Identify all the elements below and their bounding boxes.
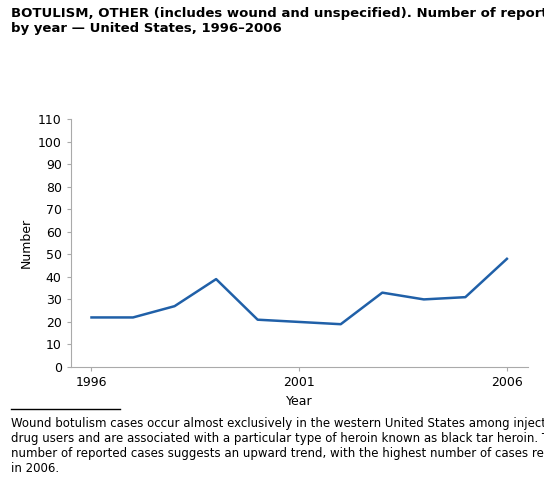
Text: BOTULISM, OTHER (includes wound and unspecified). Number of reported cases,
by y: BOTULISM, OTHER (includes wound and unsp…	[11, 7, 544, 35]
X-axis label: Year: Year	[286, 395, 312, 408]
Y-axis label: Number: Number	[19, 218, 32, 268]
Text: Wound botulism cases occur almost exclusively in the western United States among: Wound botulism cases occur almost exclus…	[11, 417, 544, 475]
